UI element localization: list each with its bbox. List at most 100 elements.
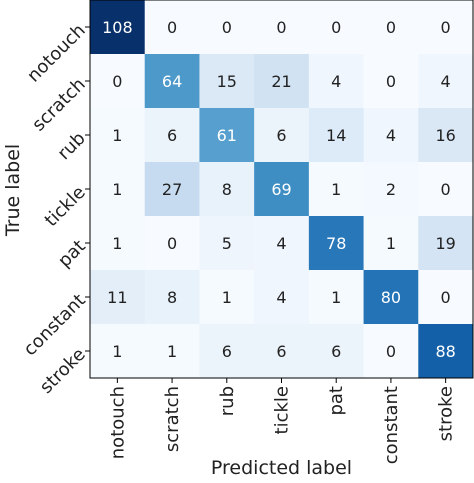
heatmap-cell xyxy=(254,270,310,325)
heatmap-cell xyxy=(363,0,419,55)
y-tick-label: pat xyxy=(54,236,90,272)
cell-value-label: 0 xyxy=(276,18,286,37)
heatmap-cell xyxy=(418,54,474,109)
heatmap-cell xyxy=(90,324,146,379)
heatmap-cell xyxy=(144,162,200,217)
cell-value-label: 0 xyxy=(167,234,177,253)
x-axis-ticks: notouch scratch rub tickle pat constant stroke xyxy=(107,378,457,464)
heatmap-cell xyxy=(90,108,146,163)
cell-value-label: 78 xyxy=(326,234,346,253)
cell-value-label: 4 xyxy=(331,72,341,91)
cell-value-label: 1 xyxy=(112,234,122,253)
cell-value-label: 0 xyxy=(112,72,122,91)
heatmap-cell xyxy=(254,324,310,379)
cell-value-label: 4 xyxy=(386,126,396,145)
cell-value-label: 80 xyxy=(381,288,401,307)
heatmap-cell xyxy=(308,162,365,217)
heatmap-cell xyxy=(90,162,146,217)
cell-value-label: 0 xyxy=(386,18,396,37)
cell-value-label: 8 xyxy=(222,180,232,199)
cell-value-label: 4 xyxy=(276,288,286,307)
heatmap-cell xyxy=(254,0,310,55)
cell-value-label: 1 xyxy=(112,180,122,199)
cell-value-label: 5 xyxy=(222,234,232,253)
cell-value-label: 1 xyxy=(331,180,341,199)
heatmap-cell xyxy=(144,0,200,55)
x-axis-label: Predicted label xyxy=(211,457,352,479)
cell-value-label: 19 xyxy=(435,234,455,253)
cell-value-label: 0 xyxy=(386,72,396,91)
heatmap-cell xyxy=(418,162,474,217)
cell-value-label: 61 xyxy=(217,126,237,145)
cell-value-label: 0 xyxy=(386,342,396,361)
cell-value-label: 0 xyxy=(167,18,177,37)
y-tick-label: stroke xyxy=(36,344,90,398)
heatmap-cell xyxy=(254,108,310,163)
x-tick-label: notouch xyxy=(107,386,128,459)
cell-value-label: 21 xyxy=(271,72,291,91)
heatmap-cell xyxy=(418,324,474,379)
cell-value-label: 1 xyxy=(386,234,396,253)
cell-value-label: 4 xyxy=(441,72,451,91)
heatmap-cell xyxy=(418,216,474,271)
cell-value-labels: 108 0 0 0 0 0 00 64 15 21 4 0 41 6 61 6 14 4 161 27 8 69 1 2 01 0… xyxy=(102,18,456,361)
cell-value-label: 6 xyxy=(331,342,341,361)
heatmap-cell xyxy=(363,216,419,271)
heatmap-cell xyxy=(90,0,146,55)
heatmap-cell xyxy=(90,270,146,325)
heatmap-cell xyxy=(308,270,365,325)
cell-value-label: 6 xyxy=(276,342,286,361)
heatmap-cell xyxy=(90,54,146,109)
cell-value-label: 1 xyxy=(167,342,177,361)
cell-value-label: 0 xyxy=(441,288,451,307)
cell-value-label: 2 xyxy=(386,180,396,199)
x-tick-label: tickle xyxy=(272,386,293,434)
y-tick-label: notouch xyxy=(23,20,90,87)
heatmap-cell xyxy=(199,324,255,379)
heatmap-cell xyxy=(254,162,310,217)
cell-value-label: 1 xyxy=(331,288,341,307)
heatmap-cells xyxy=(90,0,474,379)
cell-value-label: 1 xyxy=(112,342,122,361)
cell-value-label: 88 xyxy=(435,342,455,361)
cell-value-label: 0 xyxy=(222,18,232,37)
cell-value-label: 108 xyxy=(102,18,133,37)
cell-value-label: 16 xyxy=(435,126,455,145)
heatmap-cell xyxy=(418,0,474,55)
cell-value-label: 69 xyxy=(271,180,291,199)
heatmap-cell xyxy=(418,108,474,163)
cell-value-label: 1 xyxy=(222,288,232,307)
heatmap-cell xyxy=(254,216,310,271)
y-tick-label: rub xyxy=(54,128,90,164)
x-tick-label: pat xyxy=(326,386,347,416)
heatmap-cell xyxy=(199,108,255,163)
heatmap-cell xyxy=(308,108,365,163)
heatmap-cell xyxy=(308,54,365,109)
heatmap-cell xyxy=(308,0,365,55)
heatmap-cell xyxy=(199,54,255,109)
heatmap-cell xyxy=(199,0,255,55)
x-tick-label: rub xyxy=(217,386,238,416)
heatmap-cell xyxy=(308,216,365,271)
cell-value-label: 11 xyxy=(107,288,127,307)
heatmap-cell xyxy=(144,108,200,163)
cell-value-label: 6 xyxy=(276,126,286,145)
heatmap-cell xyxy=(144,216,200,271)
x-tick-label: stroke xyxy=(436,386,457,441)
y-tick-label: tickle xyxy=(41,182,90,231)
x-tick-label: constant xyxy=(381,386,402,464)
cell-value-label: 8 xyxy=(167,288,177,307)
heatmap-cell xyxy=(363,324,419,379)
heatmap-cell xyxy=(144,324,200,379)
heatmap-cell xyxy=(90,216,146,271)
cell-value-label: 27 xyxy=(162,180,182,199)
cell-value-label: 0 xyxy=(441,18,451,37)
heatmap-cell xyxy=(144,270,200,325)
heatmap-cell xyxy=(199,162,255,217)
heatmap-cell xyxy=(363,162,419,217)
cell-value-label: 64 xyxy=(162,72,182,91)
heatmap-cell xyxy=(199,270,255,325)
heatmap-cell xyxy=(199,216,255,271)
